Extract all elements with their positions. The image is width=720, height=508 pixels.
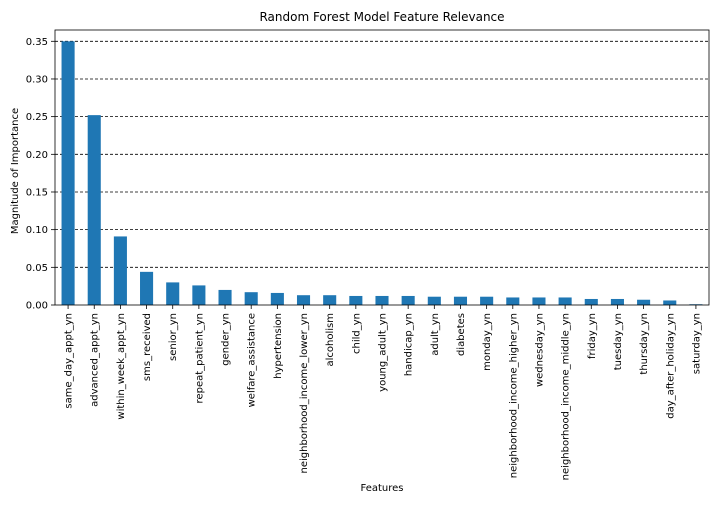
x-tick-label: neighborhood_income_higher_yn [508, 313, 519, 478]
plot-frame [54, 29, 710, 306]
x-axis-ticks: same_day_appt_yn advanced_appt_yn within_w… [64, 305, 702, 480]
x-tick-label: neighborhood_income_lower_yn [299, 313, 310, 474]
y-tick-label: 0.25 [26, 112, 48, 123]
y-tick-label: 0.20 [26, 150, 48, 161]
x-tick-label: day_after_holiday_yn [665, 313, 676, 419]
bar [244, 292, 258, 305]
bar [166, 282, 180, 305]
y-axis-ticks: 0.00 0.05 0.10 0.15 0.20 0.25 0.30 0.35 [26, 37, 55, 312]
x-tick-label: wednesday_yn [534, 313, 545, 387]
bar [61, 41, 75, 306]
bar [140, 271, 154, 305]
x-tick-label: child_yn [351, 313, 362, 354]
bar [296, 295, 311, 305]
bar [663, 300, 677, 305]
y-axis-label: Magnitude of Importance [10, 108, 21, 234]
x-tick-label: friday_yn [587, 313, 598, 359]
y-tick-label: 0.15 [26, 187, 48, 198]
chart-title: Random Forest Model Feature Relevance [259, 10, 504, 24]
x-tick-label: repeat_patient_yn [194, 313, 205, 403]
bar [375, 295, 389, 305]
bar [87, 115, 101, 305]
x-tick-label: sms_received [142, 313, 153, 381]
y-tick-label: 0.05 [26, 263, 48, 274]
x-tick-label: saturday_yn [691, 313, 702, 374]
y-tick-label: 0.30 [26, 74, 48, 85]
bar [349, 295, 363, 305]
x-tick-label: within_week_appt_yn [116, 313, 127, 420]
x-tick-label: welfare_assistance [247, 313, 258, 407]
bar [323, 295, 337, 305]
bar [218, 289, 232, 305]
bar [270, 292, 284, 305]
bar [610, 298, 624, 305]
x-axis-label: Features [361, 483, 404, 494]
x-tick-label: neighborhood_income_middle_yn [561, 313, 572, 480]
y-tick-label: 0.10 [26, 225, 48, 236]
x-tick-label: same_day_appt_yn [64, 313, 75, 409]
x-tick-label: adult_yn [430, 313, 441, 356]
bars [61, 41, 703, 306]
bar [113, 236, 127, 305]
x-tick-label: alcoholism [325, 313, 336, 367]
x-tick-label: hypertension [273, 313, 284, 379]
x-tick-label: thursday_yn [639, 313, 650, 375]
x-tick-label: diabetes [456, 313, 467, 356]
x-tick-label: gender_yn [221, 313, 232, 366]
x-tick-label: tuesday_yn [613, 313, 624, 370]
bar [192, 285, 206, 305]
bar [506, 297, 520, 305]
bar [584, 298, 598, 305]
x-tick-label: monday_yn [482, 313, 493, 371]
bar [401, 295, 415, 305]
x-tick-label: advanced_appt_yn [90, 313, 101, 407]
bar [532, 297, 546, 305]
y-tick-label: 0.35 [26, 37, 48, 48]
bar [558, 297, 572, 305]
bar [480, 296, 494, 305]
bar [427, 296, 441, 305]
bar [453, 296, 468, 305]
gridlines [55, 40, 709, 268]
x-tick-label: senior_yn [168, 313, 179, 361]
y-tick-label: 0.00 [26, 301, 48, 312]
bar [637, 299, 651, 305]
x-tick-label: young_adult_yn [378, 313, 389, 392]
x-tick-label: handicap_yn [404, 313, 415, 376]
